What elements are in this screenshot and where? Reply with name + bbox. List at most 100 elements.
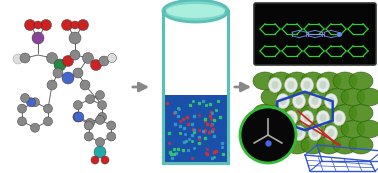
Ellipse shape	[261, 88, 285, 106]
Circle shape	[99, 56, 109, 66]
Circle shape	[34, 21, 42, 29]
Circle shape	[90, 60, 102, 71]
Ellipse shape	[317, 104, 341, 122]
Circle shape	[107, 121, 116, 130]
Circle shape	[94, 146, 106, 158]
Ellipse shape	[293, 125, 305, 140]
Circle shape	[25, 20, 36, 30]
Ellipse shape	[301, 111, 313, 125]
Circle shape	[26, 98, 36, 107]
Ellipse shape	[324, 125, 338, 140]
Circle shape	[82, 52, 93, 63]
Circle shape	[32, 32, 44, 44]
Ellipse shape	[317, 136, 341, 154]
Circle shape	[96, 90, 104, 99]
Ellipse shape	[293, 93, 305, 108]
Ellipse shape	[333, 104, 357, 122]
Ellipse shape	[271, 81, 279, 89]
Circle shape	[73, 112, 82, 121]
Circle shape	[96, 138, 104, 147]
Circle shape	[31, 98, 39, 107]
Ellipse shape	[333, 111, 345, 125]
Ellipse shape	[349, 136, 373, 154]
Circle shape	[69, 32, 81, 44]
Ellipse shape	[317, 72, 341, 90]
Ellipse shape	[166, 4, 225, 18]
Ellipse shape	[336, 114, 342, 122]
Circle shape	[43, 104, 53, 113]
Ellipse shape	[253, 72, 277, 90]
Circle shape	[70, 50, 80, 60]
Ellipse shape	[288, 81, 294, 89]
Circle shape	[98, 101, 107, 110]
Circle shape	[13, 54, 23, 64]
Circle shape	[17, 117, 26, 126]
Ellipse shape	[308, 125, 322, 140]
Bar	[163, 11, 228, 163]
Ellipse shape	[279, 129, 287, 137]
Ellipse shape	[325, 120, 349, 138]
Ellipse shape	[316, 78, 330, 93]
Circle shape	[74, 112, 84, 122]
Ellipse shape	[327, 97, 335, 105]
Circle shape	[84, 121, 93, 130]
Ellipse shape	[285, 111, 297, 125]
Ellipse shape	[285, 136, 309, 154]
Circle shape	[107, 53, 116, 62]
Circle shape	[85, 118, 94, 127]
Circle shape	[77, 20, 88, 30]
Circle shape	[107, 132, 116, 141]
FancyBboxPatch shape	[254, 3, 376, 65]
Ellipse shape	[293, 88, 317, 106]
Circle shape	[96, 115, 104, 124]
Ellipse shape	[301, 104, 325, 122]
Ellipse shape	[304, 81, 310, 89]
Ellipse shape	[253, 136, 277, 154]
Ellipse shape	[268, 111, 282, 125]
Ellipse shape	[319, 81, 327, 89]
Circle shape	[20, 53, 30, 63]
Ellipse shape	[311, 97, 319, 105]
Circle shape	[101, 156, 109, 164]
Ellipse shape	[324, 93, 338, 108]
Circle shape	[240, 107, 296, 163]
Circle shape	[84, 132, 93, 141]
Ellipse shape	[357, 120, 378, 138]
Ellipse shape	[285, 104, 309, 122]
Ellipse shape	[285, 72, 309, 90]
Circle shape	[17, 104, 26, 113]
Bar	[164, 95, 226, 162]
Ellipse shape	[276, 125, 290, 140]
Circle shape	[73, 112, 83, 122]
Circle shape	[73, 101, 82, 110]
Ellipse shape	[325, 88, 349, 106]
Ellipse shape	[333, 72, 357, 90]
Ellipse shape	[349, 104, 373, 122]
Ellipse shape	[319, 114, 327, 122]
Circle shape	[43, 117, 53, 126]
Circle shape	[98, 112, 107, 121]
Ellipse shape	[341, 120, 365, 138]
Ellipse shape	[349, 72, 373, 90]
Ellipse shape	[285, 78, 297, 93]
Ellipse shape	[316, 111, 330, 125]
Circle shape	[91, 156, 99, 164]
Circle shape	[46, 52, 57, 63]
Ellipse shape	[341, 88, 365, 106]
Ellipse shape	[311, 129, 319, 137]
Ellipse shape	[327, 129, 335, 137]
Circle shape	[71, 21, 79, 29]
Ellipse shape	[269, 136, 293, 154]
Circle shape	[54, 59, 66, 71]
Circle shape	[20, 93, 29, 102]
Ellipse shape	[293, 120, 317, 138]
Ellipse shape	[308, 93, 322, 108]
Ellipse shape	[261, 120, 285, 138]
Ellipse shape	[271, 114, 279, 122]
Ellipse shape	[288, 114, 294, 122]
Ellipse shape	[269, 72, 293, 90]
Ellipse shape	[296, 129, 302, 137]
Circle shape	[62, 20, 73, 30]
Circle shape	[53, 68, 63, 78]
Ellipse shape	[357, 88, 378, 106]
